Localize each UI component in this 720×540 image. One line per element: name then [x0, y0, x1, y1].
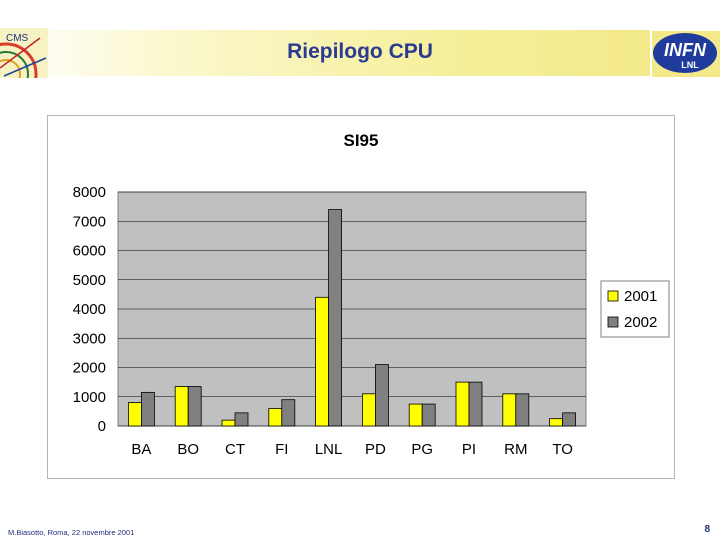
bar-2001-BA — [128, 402, 142, 427]
bar-2002-BA — [141, 391, 155, 427]
bar-2001-PG — [408, 403, 423, 427]
chart-title: SI95 — [344, 131, 379, 150]
bar-2002-PI — [468, 381, 483, 427]
bar-2001-FI — [268, 408, 283, 427]
y-tick-label: 4000 — [73, 301, 106, 318]
legend-swatch-2002 — [607, 316, 619, 328]
bar-2001-LNL — [315, 296, 330, 427]
y-tick-label: 3000 — [73, 330, 106, 347]
bar-2002-RM — [515, 393, 530, 427]
x-axis-tick-labels: BA BO CT FI LNL PD PG PI RM TO — [131, 441, 572, 458]
x-tick-label: PI — [462, 441, 476, 458]
bar-2002-LNL — [328, 209, 343, 427]
x-tick-label: FI — [275, 441, 288, 458]
x-tick-label: CT — [225, 441, 245, 458]
bars — [128, 209, 576, 427]
legend: 2001 2002 — [600, 280, 670, 338]
infn-logo: INFN LNL — [652, 31, 720, 77]
x-tick-label: PG — [411, 441, 433, 458]
chart-frame: SI95 0 1000 2000 3000 4000 5000 6000 7000 8000 B… — [47, 115, 675, 479]
legend-swatch-2001 — [607, 290, 619, 302]
y-tick-label: 2000 — [73, 360, 106, 377]
bar-2001-CT — [221, 419, 236, 427]
y-axis-tick-labels: 0 1000 2000 3000 4000 5000 6000 7000 8000 — [73, 184, 106, 435]
bar-2002-FI — [281, 399, 296, 427]
infn-logo-text: INFN — [664, 40, 707, 60]
bar-2001-TO — [549, 418, 564, 427]
bar-2002-BO — [187, 386, 202, 427]
footer-author: M.Biasotto, Roma, 22 novembre 2001 — [8, 528, 135, 537]
cms-label: CMS — [6, 33, 29, 44]
y-tick-label: 7000 — [73, 213, 106, 230]
x-tick-label: PD — [365, 441, 386, 458]
bar-2001-PI — [455, 381, 470, 427]
bar-2001-BO — [174, 386, 189, 427]
bar-2001-PD — [361, 393, 376, 427]
x-tick-label: LNL — [315, 441, 343, 458]
bar-2002-TO — [562, 412, 576, 427]
lnl-logo-text: LNL — [681, 60, 699, 70]
bar-2002-PG — [421, 403, 436, 427]
x-tick-label: BO — [177, 441, 199, 458]
y-tick-label: 8000 — [73, 184, 106, 201]
x-tick-label: BA — [131, 441, 151, 458]
si95-bar-chart: SI95 0 1000 2000 3000 4000 5000 6000 7000 8000 B… — [73, 131, 670, 458]
y-tick-label: 0 — [98, 418, 106, 435]
x-tick-label: RM — [504, 441, 527, 458]
page-number: 8 — [704, 524, 710, 535]
bar-2001-RM — [502, 393, 517, 427]
header-band — [0, 30, 650, 76]
legend-box — [600, 280, 670, 338]
y-tick-label: 1000 — [73, 389, 106, 406]
bar-2002-PD — [374, 364, 389, 427]
y-tick-label: 6000 — [73, 243, 106, 260]
legend-label-2001: 2001 — [624, 288, 657, 305]
slide-title: Riepilogo CPU — [287, 40, 433, 63]
bar-2002-CT — [234, 412, 249, 427]
x-tick-label: TO — [552, 441, 573, 458]
legend-label-2002: 2002 — [624, 314, 657, 331]
cms-logo — [0, 28, 48, 78]
y-tick-label: 5000 — [73, 272, 106, 289]
